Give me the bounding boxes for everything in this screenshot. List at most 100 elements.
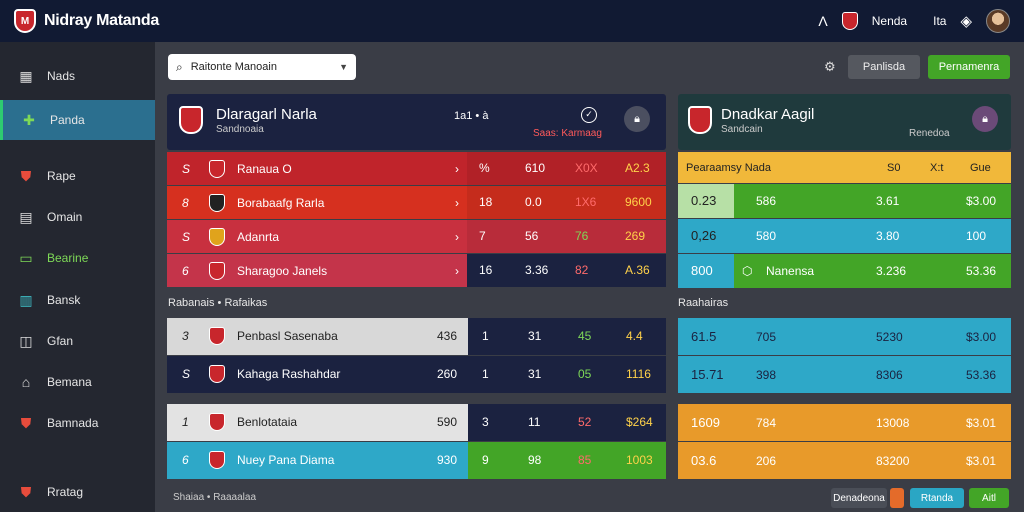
odds-value[interactable]: 0.0	[525, 195, 542, 209]
odds-c[interactable]: 5230	[876, 329, 903, 344]
odds-value[interactable]: 31	[528, 329, 542, 343]
odds-c[interactable]: 3.236	[876, 264, 907, 278]
odds-c[interactable]: 3.61	[876, 194, 900, 208]
odds-a[interactable]: 0.23	[691, 193, 717, 208]
sidebar-item-bemana[interactable]: ⌂ Bemana	[0, 364, 155, 400]
sidebar-item-bearine[interactable]: ▭ Bearine	[0, 240, 155, 276]
odds-a[interactable]: 61.5	[691, 329, 717, 344]
odds-a[interactable]: 03.6	[691, 453, 717, 468]
tools-label[interactable]: Ita	[933, 14, 947, 28]
odds-value[interactable]: 4.4	[626, 329, 643, 343]
odds-row[interactable]: 1609 784 13008 $3.01	[678, 404, 1011, 441]
odds-row[interactable]: 61.5 705 5230 $3.00	[678, 318, 1011, 355]
footer-button-1[interactable]: Denadeona	[831, 488, 887, 508]
match-row[interactable]: 8 Borabaafg Rarla › 18 0.0 1X6 9600	[167, 186, 666, 219]
odds-d[interactable]: $3.00	[966, 329, 997, 344]
odds-value[interactable]: 98	[528, 453, 542, 467]
odds-value[interactable]: 1	[482, 329, 489, 343]
odds-value[interactable]: A2.3	[625, 161, 650, 175]
sidebar-item-rratag[interactable]: ⛊ Rratag	[0, 474, 155, 510]
odds-value[interactable]: 05	[578, 367, 592, 381]
odds-row[interactable]: 0,26 580 3.80 100	[678, 219, 1011, 253]
odds-value[interactable]: 11	[528, 415, 541, 429]
odds-b[interactable]: 206	[756, 453, 777, 468]
sidebar-item-nads[interactable]: ▦ Nads	[0, 58, 155, 94]
odds-value[interactable]: 9600	[625, 195, 652, 209]
odds-c[interactable]: 13008	[876, 415, 910, 430]
odds-d[interactable]: 53.36	[966, 264, 997, 278]
sidebar-item-gfan[interactable]: ◫ Gfan	[0, 323, 155, 359]
odds-d[interactable]: 53.36	[966, 367, 997, 382]
odds-value[interactable]: 3.36	[525, 263, 549, 277]
odds-row[interactable]: 03.6 206 83200 $3.01	[678, 442, 1011, 479]
odds-d[interactable]: 100	[966, 229, 987, 243]
gear-icon[interactable]: ⚙	[824, 59, 836, 74]
search-select[interactable]: ⌕ Raitonte Manoain ▼	[168, 54, 356, 80]
primary-action-button[interactable]: Pernamenra	[928, 55, 1010, 79]
odds-value[interactable]: 76	[575, 229, 589, 243]
triangle-a-icon[interactable]: Ʌ	[818, 13, 828, 29]
match-row[interactable]: 6 Sharagoo Janels › 16 3.36 82 A.36	[167, 254, 666, 287]
odds-a[interactable]: 0,26	[691, 228, 717, 243]
odds-value[interactable]: 31	[528, 367, 542, 381]
odds-b[interactable]: 784	[756, 415, 777, 430]
odds-value[interactable]: 610	[525, 161, 546, 175]
odds-d[interactable]: $3.00	[966, 194, 997, 208]
odds-a[interactable]: 800	[691, 263, 713, 278]
odds-b[interactable]: 580	[756, 229, 777, 243]
odds-value[interactable]: 1003	[626, 453, 653, 467]
team-crest-icon[interactable]	[841, 12, 858, 30]
odds-b[interactable]: Nanensa	[766, 264, 815, 278]
sidebar-item-omain[interactable]: ▤ Omain	[0, 199, 155, 235]
odds-d[interactable]: $3.01	[966, 453, 997, 468]
odds-value[interactable]: 1	[482, 367, 489, 381]
odds-d[interactable]: $3.01	[966, 415, 997, 430]
odds-value[interactable]: 56	[525, 229, 539, 243]
odds-row[interactable]: 800 ⬡ Nanensa 3.236 53.36	[678, 254, 1011, 288]
odds-a[interactable]: 15.71	[691, 367, 724, 382]
odds-c[interactable]: 83200	[876, 453, 910, 468]
footer-button-3[interactable]: Aitl	[969, 488, 1009, 508]
odds-row[interactable]: 15.71 398 8306 53.36	[678, 356, 1011, 393]
odds-b[interactable]: 705	[756, 329, 777, 344]
odds-value[interactable]: 1116	[626, 367, 651, 381]
share-icon[interactable]: ◈	[960, 13, 972, 30]
match-row[interactable]: 3 Penbasl Sasenaba 436 1 31 45 4.4	[167, 318, 666, 355]
app-logo[interactable]: M Nidray Matanda	[14, 9, 159, 33]
odds-value[interactable]: $264	[626, 415, 653, 429]
odds-value[interactable]: 269	[625, 229, 646, 243]
match-row[interactable]: 1 Benlotataia 590 3 11 52 $264	[167, 404, 666, 441]
match-row[interactable]: S Adanrta › 7 56 76 269	[167, 220, 666, 253]
odds-value[interactable]: 85	[578, 453, 592, 467]
odds-value[interactable]: X0X	[575, 161, 598, 175]
odds-value[interactable]: 7	[479, 229, 486, 243]
match-row[interactable]: S Kahaga Rashahdar 260 1 31 05 1116	[167, 356, 666, 393]
avatar[interactable]	[986, 9, 1010, 33]
match-row[interactable]: S Ranaua O ›% 610 X0X A2.3	[167, 152, 666, 185]
footer-button-2[interactable]: Rtanda	[910, 488, 964, 508]
team-label[interactable]: Nenda	[871, 14, 908, 28]
match-row[interactable]: 6 Nuey Pana Diama 930 9 98 85 1003	[167, 442, 666, 479]
odds-value[interactable]: 82	[575, 263, 589, 277]
sidebar-item-bamnada[interactable]: ⛊ Bamnada	[0, 405, 155, 441]
odds-row[interactable]: 0.23 586 3.61 $3.00	[678, 184, 1011, 218]
odds-b[interactable]: 586	[756, 194, 777, 208]
lock-icon[interactable]: 🔒︎	[624, 106, 650, 132]
odds-value[interactable]: 9	[482, 453, 489, 467]
odds-value[interactable]: 16	[479, 263, 493, 277]
odds-value[interactable]: 45	[578, 329, 592, 343]
sidebar-item-rape[interactable]: ⛊ Rape	[0, 158, 155, 194]
lock-icon[interactable]: 🔒︎	[972, 106, 998, 132]
sidebar-item-bansk[interactable]: ▥ Bansk	[0, 282, 155, 318]
odds-value[interactable]: 3	[482, 415, 489, 429]
odds-c[interactable]: 3.80	[876, 229, 900, 243]
odds-c[interactable]: 8306	[876, 367, 903, 382]
odds-a[interactable]: 1609	[691, 415, 720, 430]
odds-value[interactable]: %	[479, 161, 490, 175]
odds-value[interactable]: A.36	[625, 263, 650, 277]
odds-value[interactable]: 52	[578, 415, 592, 429]
odds-value[interactable]: 18	[479, 195, 493, 209]
panlisda-button[interactable]: Panlisda	[848, 55, 920, 79]
check-icon[interactable]: ✓	[581, 107, 597, 123]
odds-b[interactable]: 398	[756, 367, 777, 382]
